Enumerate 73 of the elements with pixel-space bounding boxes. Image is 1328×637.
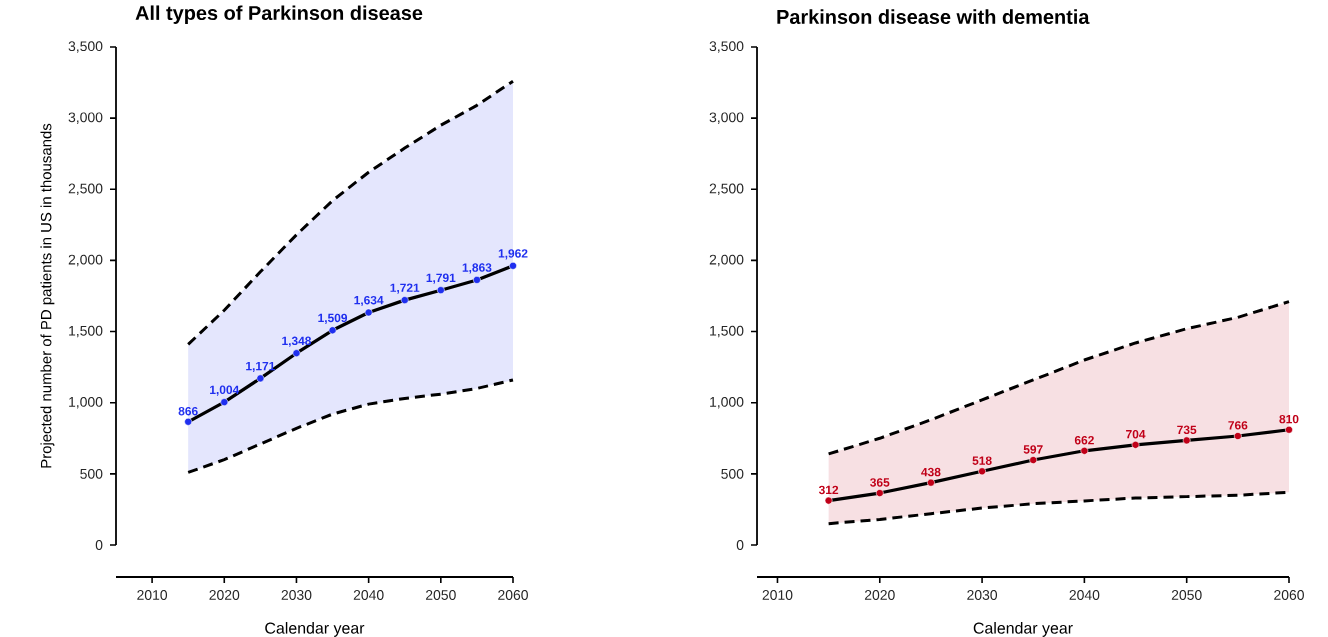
point bbox=[1285, 425, 1293, 434]
x-tick-label: 2060 bbox=[1274, 590, 1304, 600]
data-label: 518 bbox=[972, 456, 992, 465]
data-label: 1,634 bbox=[354, 295, 384, 307]
x-tick-label: 2010 bbox=[762, 590, 793, 600]
x-tick-label: 2050 bbox=[425, 590, 456, 600]
x-tick-label: 2020 bbox=[209, 590, 240, 600]
x-tick-label: 2040 bbox=[1069, 590, 1100, 600]
point bbox=[824, 496, 833, 505]
point bbox=[1233, 432, 1242, 440]
y-tick-label: 0 bbox=[736, 540, 744, 550]
point bbox=[364, 308, 373, 317]
y-tick-label: 3,500 bbox=[68, 41, 103, 53]
data-label: 1,721 bbox=[390, 283, 420, 294]
y-tick-label: 1,000 bbox=[69, 396, 103, 409]
y-tick-label: 0 bbox=[95, 540, 103, 550]
data-label: 597 bbox=[1023, 445, 1043, 454]
data-label: 1,863 bbox=[462, 263, 492, 274]
data-label: 662 bbox=[1074, 435, 1094, 445]
chart-title: Parkinson disease with dementia bbox=[777, 9, 1090, 24]
x-tick-label: 2020 bbox=[864, 590, 895, 600]
point bbox=[400, 296, 409, 305]
y-tick-label: 500 bbox=[80, 468, 103, 479]
x-axis-title: Calendar year bbox=[973, 622, 1073, 637]
point bbox=[1182, 436, 1191, 445]
point bbox=[1080, 446, 1089, 455]
point bbox=[328, 326, 337, 335]
data-label: 704 bbox=[1126, 429, 1146, 439]
y-axis-title: Projected number of PD patients in US in thousands bbox=[40, 123, 55, 468]
data-label: 866 bbox=[178, 406, 198, 416]
y-tick-label: 500 bbox=[721, 468, 744, 479]
chart-title: All types of Parkinson disease bbox=[135, 5, 423, 24]
data-label: 766 bbox=[1228, 421, 1248, 430]
point bbox=[220, 398, 229, 407]
data-label: 1,509 bbox=[318, 313, 348, 324]
y-tick-label: 2,000 bbox=[68, 254, 103, 267]
x-tick-label: 2030 bbox=[967, 590, 998, 600]
point bbox=[927, 478, 935, 487]
x-axis-title: Calendar year bbox=[265, 622, 365, 637]
x-tick-label: 2050 bbox=[1171, 590, 1202, 600]
data-label: 438 bbox=[921, 467, 941, 477]
y-tick-label: 2,500 bbox=[709, 183, 744, 196]
point bbox=[978, 467, 986, 476]
x-tick-label: 2060 bbox=[498, 590, 528, 600]
y-tick-label: 3,000 bbox=[68, 112, 103, 124]
y-tick-label: 3,500 bbox=[709, 41, 744, 53]
x-tick-label: 2030 bbox=[281, 590, 312, 600]
x-tick-label: 2010 bbox=[137, 590, 168, 600]
data-label: 365 bbox=[870, 478, 890, 487]
x-tick-label: 2040 bbox=[353, 590, 384, 600]
data-label: 1,962 bbox=[498, 249, 528, 260]
point bbox=[1131, 440, 1140, 449]
point bbox=[473, 276, 481, 284]
point bbox=[184, 417, 193, 426]
data-label: 1,791 bbox=[426, 273, 456, 284]
point bbox=[256, 374, 265, 383]
y-tick-label: 2,000 bbox=[709, 254, 744, 267]
point bbox=[509, 261, 517, 270]
y-tick-label: 1,000 bbox=[710, 396, 744, 409]
data-label: 1,171 bbox=[246, 361, 275, 372]
data-label: 735 bbox=[1177, 425, 1197, 435]
y-tick-label: 3,000 bbox=[709, 112, 744, 124]
data-label: 1,348 bbox=[282, 336, 312, 347]
point bbox=[436, 286, 445, 295]
y-tick-label: 2,500 bbox=[68, 183, 103, 196]
data-label: 1,004 bbox=[210, 385, 240, 396]
data-label: 810 bbox=[1279, 414, 1299, 424]
data-label: 312 bbox=[818, 485, 839, 495]
point bbox=[1029, 456, 1038, 464]
y-tick-label: 1,500 bbox=[69, 325, 103, 338]
y-tick-label: 1,500 bbox=[710, 325, 744, 338]
point bbox=[875, 489, 884, 497]
point bbox=[292, 349, 301, 358]
